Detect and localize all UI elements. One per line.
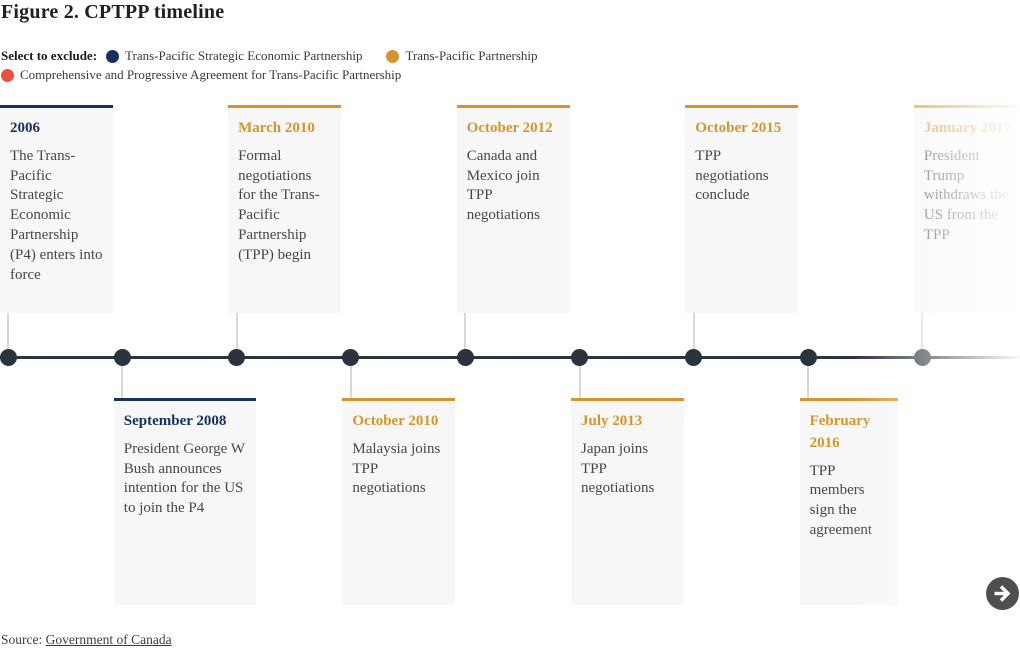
connector-line (7, 313, 9, 349)
timeline-dot (571, 349, 588, 366)
legend-item[interactable]: Trans-Pacific Partnership (386, 48, 538, 64)
event-description: TPP members sign the agreement (809, 462, 873, 538)
timeline-dot (228, 349, 246, 366)
event-date: March 2010 (238, 120, 315, 136)
event-description: President George W Bush announces intent… (123, 440, 245, 517)
next-arrow-button[interactable] (986, 577, 1019, 610)
legend-label: Select to exclude: (1, 48, 98, 63)
connector-line (235, 313, 238, 349)
timeline-card: February 2016 TPP members sign the agreem… (799, 398, 898, 605)
event-date: 2006 (10, 120, 40, 136)
event-description: President Trump withdraws the US from th… (923, 147, 1009, 243)
event-description: Formal negotiations for the Trans-Pacifi… (238, 147, 320, 263)
connector-line (921, 313, 924, 349)
timeline-dot (685, 349, 703, 366)
timeline-axis (0, 356, 1020, 359)
legend: Select to exclude: Trans-Pacific Strateg… (1, 48, 562, 83)
legend-dot-icon (386, 49, 400, 63)
legend-row: Select to exclude: Trans-Pacific Strateg… (1, 48, 562, 64)
legend-item-label: Comprehensive and Progressive Agreement … (20, 67, 402, 82)
timeline-dot (799, 349, 817, 366)
source-row: Source: Government of Canada (1, 632, 172, 648)
arrow-right-icon (986, 577, 1019, 610)
legend-item[interactable]: Comprehensive and Progressive Agreement … (1, 67, 401, 83)
timeline-dot (113, 349, 131, 366)
event-date: September 2008 (123, 413, 227, 429)
connector-line (578, 366, 581, 398)
event-date: October 2012 (466, 120, 553, 136)
event-date: October 2010 (352, 413, 439, 429)
event-date: January 2017 (923, 120, 1011, 136)
legend-item-label: Trans-Pacific Strategic Economic Partner… (125, 48, 363, 63)
source-link[interactable]: Government of Canada (45, 632, 172, 647)
timeline-card: September 2008 President George W Bush an… (113, 398, 256, 605)
event-description: The Trans-Pacific Strategic Economic Par… (10, 147, 103, 283)
timeline-card: March 2010 Formal negotiations for the Tr… (228, 105, 342, 313)
timeline-card: October 2010 Malaysia joins TPP negotiati… (342, 398, 456, 605)
timeline-card: 2006 The Trans-Pacific Strategic Economic… (0, 105, 113, 313)
timeline-card: January 2017 President Trump withdraws th… (913, 105, 1020, 313)
connector-line (464, 313, 467, 349)
timeline-card: October 2015 TPP negotiations conclude (685, 105, 799, 313)
event-description: Japan joins TPP negotiations (581, 440, 655, 497)
event-description: TPP negotiations conclude (695, 147, 769, 204)
legend-item-label: Trans-Pacific Partnership (405, 48, 538, 63)
timeline-dot (913, 349, 931, 366)
event-date: October 2015 (695, 120, 782, 136)
connector-line (349, 366, 352, 398)
connector-line (692, 313, 695, 349)
source-label: Source: (1, 632, 43, 647)
legend-item[interactable]: Trans-Pacific Strategic Economic Partner… (106, 48, 362, 64)
connector-line (807, 366, 810, 398)
event-date: February 2016 (809, 413, 871, 451)
legend-dot-icon (106, 49, 120, 63)
timeline-dot (456, 349, 474, 366)
legend-row: Comprehensive and Progressive Agreement … (1, 67, 562, 83)
connector-line (121, 366, 124, 398)
event-description: Malaysia joins TPP negotiations (352, 440, 441, 497)
timeline-card: October 2012 Canada and Mexico join TPP n… (456, 105, 570, 313)
event-date: July 2013 (581, 413, 643, 429)
event-description: Canada and Mexico join TPP negotiations (466, 147, 541, 224)
legend-dot-icon (1, 68, 14, 82)
figure-title: Figure 2. CPTPP timeline (1, 1, 225, 23)
timeline-dot (342, 349, 360, 366)
timeline-card: July 2013 Japan joins TPP negotiations (571, 398, 684, 605)
timeline-dot (0, 349, 17, 366)
